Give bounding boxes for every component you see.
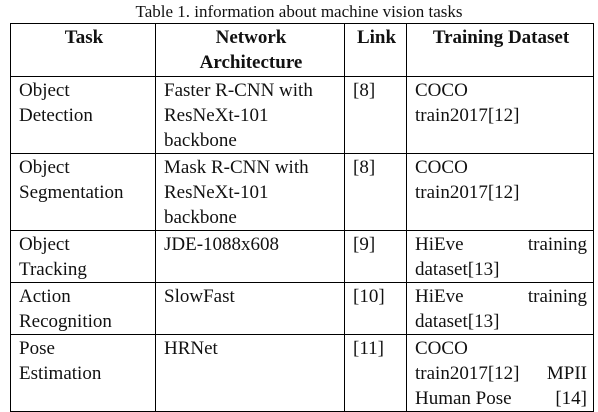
dataset-cell: HiEve training dataset[13] [406,230,594,283]
dataset-cell: COCO train2017[12] [406,76,594,154]
dataset-word: HiEve [415,286,464,307]
table-row: Object Detection Faster R-CNN with ResNe… [10,76,594,154]
network-cell: JDE-1088x608 [155,230,345,283]
dataset-cell: HiEve training dataset[13] [406,282,594,335]
network-cell: HRNet [155,334,345,412]
task-line: Segmentation [19,182,124,203]
header-network-architecture: Network Architecture [155,23,345,77]
network-line: HRNet [164,338,218,359]
header-network-line2: Architecture [199,52,303,73]
dataset-word: training [527,234,587,255]
dataset-line: train2017[12] [415,182,520,203]
task-cell: Object Detection [10,76,156,154]
dataset-justified-line: Human Pose [14] [415,386,587,411]
dataset-line: COCO [415,80,468,101]
dataset-line: dataset[13] [415,259,500,280]
header-training-dataset: Training Dataset [406,23,594,77]
link-cell: [8] [344,76,407,154]
dataset-line: train2017[12] [415,105,520,126]
link-cell: [10] [344,282,407,335]
task-line: Object [19,234,70,255]
table-header-row: Task Network Architecture Link Training … [10,23,594,77]
task-line: Object [19,80,70,101]
task-cell: Object Tracking [10,230,156,283]
table-row: Object Segmentation Mask R-CNN with ResN… [10,153,594,231]
network-cell: SlowFast [155,282,345,335]
network-line: backbone [164,207,237,228]
task-line: Detection [19,105,93,126]
header-task: Task [10,23,156,77]
task-line: Tracking [19,259,87,280]
dataset-line: COCO [415,338,468,359]
table-row: Object Tracking JDE-1088x608 [9] HiEve t… [10,230,594,283]
dataset-word: Human Pose [415,388,512,409]
table-caption: Table 1. information about machine visio… [135,2,463,21]
task-cell: Object Segmentation [10,153,156,231]
link-cell: [11] [344,334,407,412]
task-line: Estimation [19,363,102,384]
dataset-word: MPII [546,363,587,384]
network-cell: Faster R-CNN with ResNeXt-101 backbone [155,76,345,154]
header-network-line1: Network [215,27,287,48]
dataset-word: training [527,286,587,307]
network-cell: Mask R-CNN with ResNeXt-101 backbone [155,153,345,231]
dataset-line: dataset[13] [415,311,500,332]
task-line: Action [19,286,71,307]
table-row: Pose Estimation HRNet [11] COCO train201… [10,334,594,412]
link-cell: [9] [344,230,407,283]
task-line: Recognition [19,311,112,332]
task-line: Pose [19,338,55,359]
header-link: Link [344,23,407,77]
task-cell: Pose Estimation [10,334,156,412]
dataset-cell: COCO train2017[12] MPII Human Pose [14] [406,334,594,412]
dataset-line: COCO [415,157,468,178]
dataset-word: [14] [555,388,587,409]
network-line: SlowFast [164,286,235,307]
network-line: ResNeXt-101 [164,105,269,126]
table-row: Action Recognition SlowFast [10] HiEve t… [10,282,594,335]
network-line: Mask R-CNN with [164,157,309,178]
network-line: backbone [164,130,237,151]
task-line: Object [19,157,70,178]
dataset-word: train2017[12] [415,363,520,384]
network-line: JDE-1088x608 [164,234,280,255]
dataset-word: HiEve [415,234,464,255]
network-line: ResNeXt-101 [164,182,269,203]
dataset-justified-line: HiEve training [415,232,587,257]
dataset-justified-line: train2017[12] MPII [415,361,587,386]
machine-vision-table: Task Network Architecture Link Training … [10,23,594,412]
dataset-cell: COCO train2017[12] [406,153,594,231]
dataset-justified-line: HiEve training [415,284,587,309]
task-cell: Action Recognition [10,282,156,335]
link-cell: [8] [344,153,407,231]
network-line: Faster R-CNN with [164,80,313,101]
